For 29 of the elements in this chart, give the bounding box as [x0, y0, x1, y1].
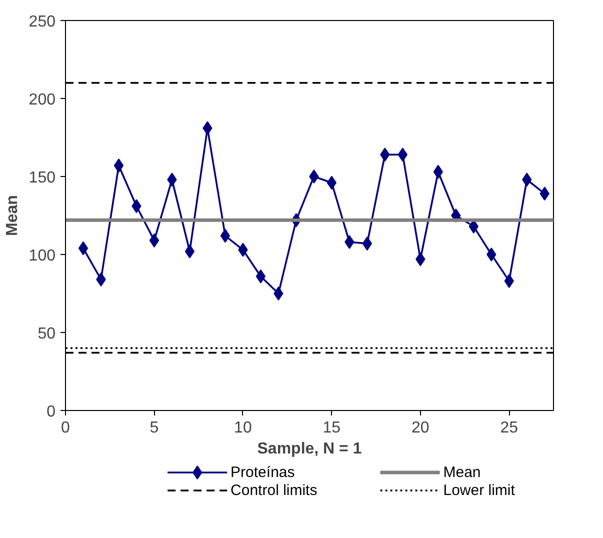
- x-tick-label: 0: [61, 420, 70, 436]
- point: [114, 158, 124, 173]
- y-tick-label: 250: [28, 14, 56, 30]
- y-tick-label: 50: [38, 326, 56, 342]
- y-tick-label: 200: [28, 92, 56, 108]
- point: [274, 286, 284, 300]
- point: [309, 170, 319, 184]
- x-tick-label: 15: [322, 420, 341, 436]
- legend-label: Control limits: [230, 482, 318, 499]
- point: [256, 269, 266, 284]
- y-tick-label: 150: [28, 170, 56, 186]
- point: [326, 176, 337, 190]
- point: [220, 228, 230, 243]
- point: [486, 248, 496, 262]
- x-tick-label: 5: [150, 420, 159, 436]
- point: [362, 236, 372, 251]
- point: [184, 244, 195, 258]
- x-axis-title: Sample, N = 1: [257, 440, 362, 458]
- y-axis-title: Mean: [4, 195, 21, 236]
- x-tick-label: 10: [234, 420, 252, 436]
- legend-label: Proteínas: [230, 464, 295, 481]
- point: [149, 233, 160, 248]
- x-tick-label: 20: [412, 420, 430, 436]
- point: [78, 241, 88, 256]
- y-tick-label: 0: [46, 404, 56, 420]
- x-tick-label: 25: [500, 420, 518, 436]
- legend-label: Lower limit: [443, 482, 516, 499]
- y-tick-label: 100: [28, 248, 56, 264]
- legend-label: Mean: [443, 464, 481, 481]
